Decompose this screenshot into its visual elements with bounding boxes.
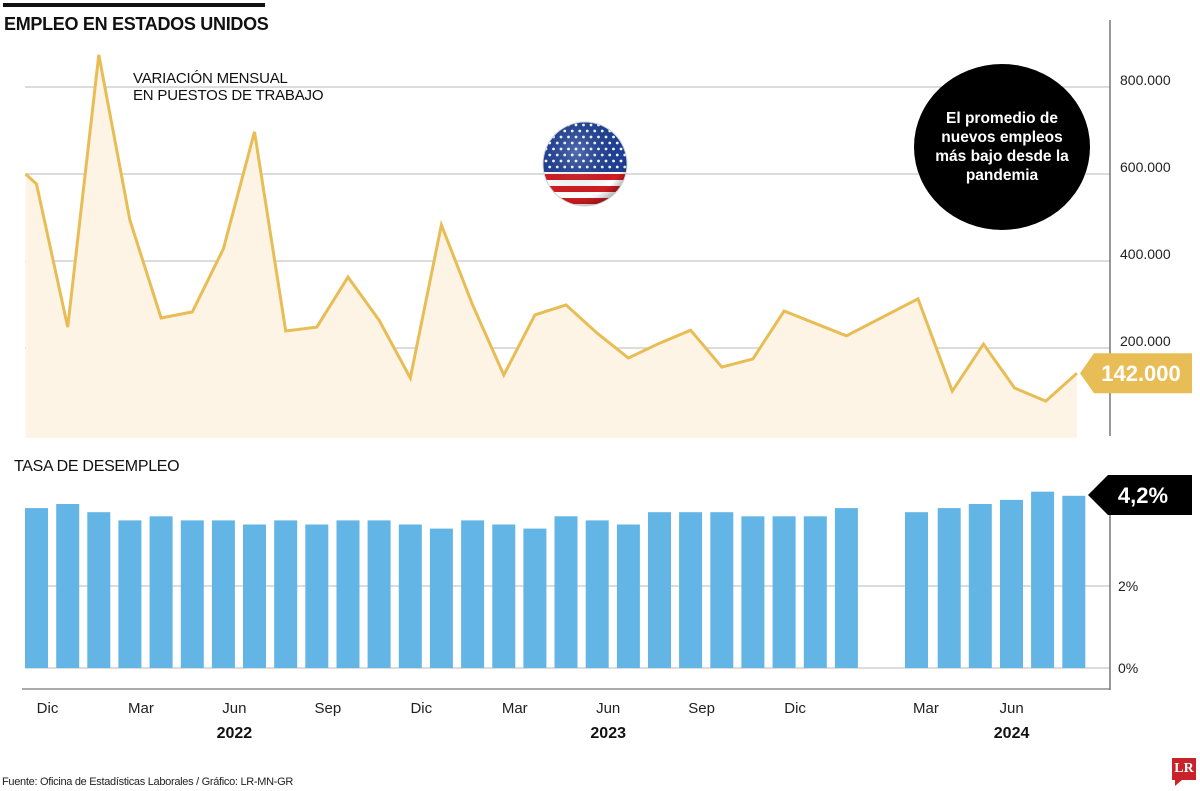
bar	[211, 520, 235, 668]
line-chart-y-ticks: 200.000 400.000 600.000 800.000	[1120, 72, 1171, 349]
star	[548, 129, 552, 133]
x-tick-label: Mar	[913, 700, 939, 717]
y-tick-label: 200.000	[1120, 333, 1171, 349]
x-tick-label: Jun	[222, 700, 246, 717]
bar-chart-title: TASA DE DESEMPLEO	[14, 458, 180, 475]
source-note: Fuente: Oficina de Estadísticas Laborale…	[2, 776, 294, 788]
bar	[367, 520, 391, 668]
year-label: 2022	[217, 725, 253, 742]
line-chart-area	[25, 54, 1077, 439]
subtitle-line-1: VARIACIÓN MENSUAL	[133, 70, 288, 87]
bar	[1062, 495, 1086, 668]
bar	[1031, 491, 1055, 668]
last-rate-label-bg	[1088, 475, 1192, 515]
last-jobs-label-bg	[1080, 353, 1192, 394]
bar	[243, 524, 266, 668]
bar	[648, 512, 671, 668]
star	[615, 129, 619, 133]
x-axis-year-labels: 2022 2023 2024	[217, 725, 1030, 742]
callout-text: El promedio de nuevos empleos más bajo d…	[935, 110, 1069, 184]
bar	[56, 504, 80, 668]
x-tick-label: Dic	[37, 700, 59, 717]
star	[544, 135, 548, 139]
bar-chart-y-ticks: 0% 2%	[1118, 578, 1138, 676]
last-jobs-label: 142.000	[1101, 361, 1181, 386]
bar	[554, 516, 578, 668]
y-tick-label: 2%	[1118, 578, 1138, 594]
bar	[336, 520, 360, 668]
x-tick-label: Dic	[410, 700, 432, 717]
bar	[937, 508, 961, 668]
bar	[585, 520, 609, 668]
x-axis-month-labels: Dic Mar Jun Sep Dic Mar Jun Sep Dic Mar Jun	[37, 700, 1024, 717]
star	[604, 123, 608, 127]
bar	[1000, 499, 1023, 668]
bar	[398, 524, 422, 668]
bar	[305, 524, 329, 668]
bar	[492, 524, 516, 668]
bar	[180, 520, 204, 668]
star	[552, 123, 555, 127]
star	[612, 123, 615, 127]
bar	[772, 516, 796, 668]
star	[623, 141, 627, 145]
bar	[149, 516, 173, 668]
bar	[968, 504, 992, 668]
star	[544, 123, 548, 127]
bar	[679, 512, 703, 668]
line-chart-subtitle: VARIACIÓN MENSUAL EN PUESTOS DE TRABAJO	[133, 70, 323, 104]
x-tick-label: Jun	[999, 700, 1023, 717]
year-label: 2024	[994, 725, 1030, 742]
bar	[118, 520, 142, 668]
last-rate-label: 4,2%	[1118, 483, 1168, 508]
area-fill	[25, 54, 1077, 439]
line-chart-series	[24, 54, 1078, 403]
bar	[741, 516, 765, 668]
bar	[274, 520, 298, 668]
star	[619, 123, 623, 127]
y-tick-label: 600.000	[1120, 159, 1171, 175]
y-tick-label: 400.000	[1120, 246, 1171, 262]
bar	[710, 512, 734, 668]
bar	[25, 508, 48, 668]
bar	[905, 512, 928, 668]
page-title: EMPLEO EN ESTADOS UNIDOS	[4, 14, 269, 34]
y-tick-label: 800.000	[1120, 72, 1171, 88]
bar	[429, 528, 453, 668]
star	[559, 123, 563, 127]
subtitle-line-2: EN PUESTOS DE TRABAJO	[133, 87, 324, 104]
callout-bubble: El promedio de nuevos empleos más bajo d…	[914, 64, 1090, 230]
title-rule	[3, 3, 265, 7]
x-tick-label: Mar	[502, 700, 528, 717]
lr-logo: LR	[1172, 758, 1196, 786]
bar	[803, 516, 827, 668]
y-tick-label: 0%	[1118, 660, 1138, 676]
bar	[834, 508, 858, 668]
x-tick-label: Sep	[314, 700, 341, 717]
bar	[87, 512, 111, 668]
star	[619, 135, 623, 139]
year-label: 2023	[590, 725, 626, 742]
x-tick-label: Jun	[596, 700, 620, 717]
last-value-labels: 142.000 4,2%	[1080, 353, 1192, 515]
us-flag-icon	[542, 121, 628, 207]
x-tick-label: Mar	[128, 700, 154, 717]
bar	[616, 524, 640, 668]
bar-chart-bars	[25, 491, 1086, 668]
bar	[523, 528, 547, 668]
x-tick-label: Sep	[688, 700, 715, 717]
x-tick-label: Dic	[784, 700, 806, 717]
star	[623, 129, 627, 133]
bar	[461, 520, 485, 668]
